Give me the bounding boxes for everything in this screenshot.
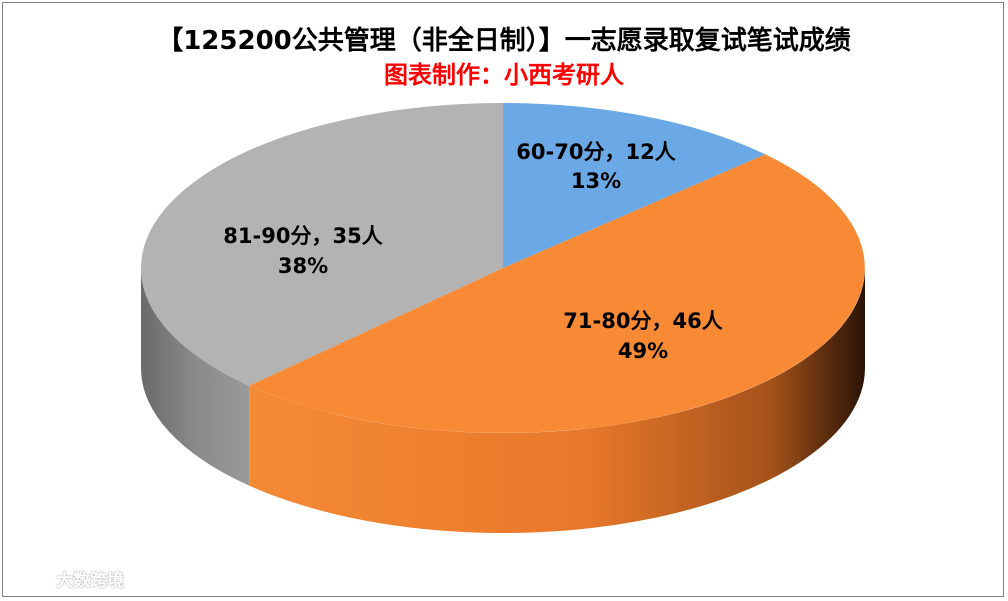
label-60-70-line1: 60-70分，12人	[516, 140, 675, 164]
pie-slice-81-90	[141, 103, 503, 386]
chart-subtitle: 图表制作：小西考研人	[384, 61, 624, 89]
label-71-80-percent: 49%	[618, 339, 668, 363]
label-81-90-percent: 38%	[278, 254, 328, 278]
pie-side-71-80	[249, 268, 865, 533]
label-60-70-percent: 13%	[571, 169, 621, 193]
label-81-90-line1: 81-90分，35人	[223, 224, 382, 248]
pie-side-81-90	[141, 268, 250, 486]
watermark-logo-icon	[11, 572, 51, 590]
pie-slice-60-70	[503, 103, 766, 268]
chart-title: 【125200公共管理（非全日制）】一志愿录取复试笔试成绩	[157, 26, 851, 56]
label-71-80-line1: 71-80分，46人	[563, 309, 722, 333]
pie-slice-71-80	[249, 154, 865, 433]
watermark-text: 大数跨境	[56, 571, 124, 591]
watermark: 大数跨境	[10, 566, 124, 592]
